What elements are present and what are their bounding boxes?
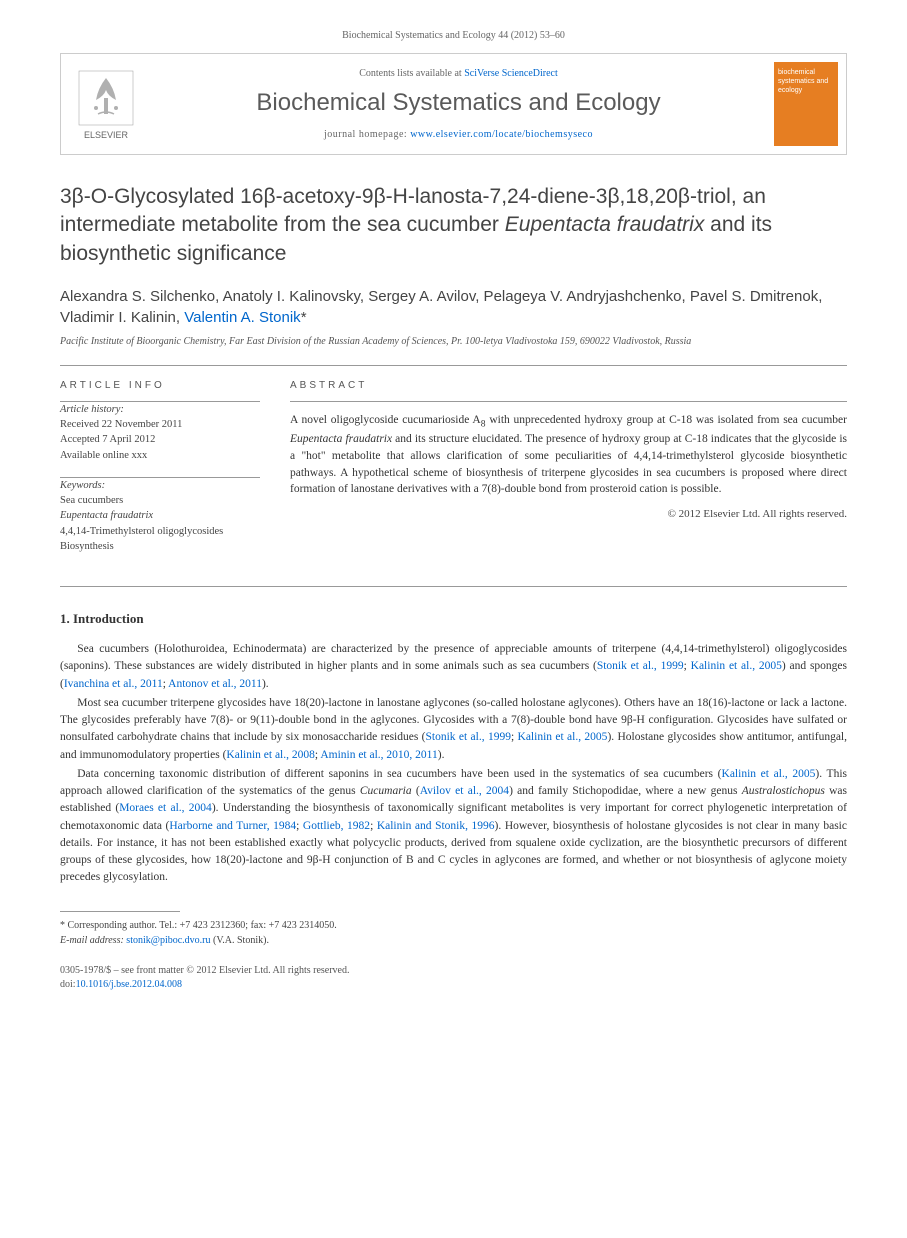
- front-matter-line: 0305-1978/$ – see front matter © 2012 El…: [60, 964, 847, 978]
- corr-author-line: * Corresponding author. Tel.: +7 423 231…: [60, 918, 847, 933]
- keywords-label: Keywords:: [60, 478, 260, 493]
- keyword-item: 4,4,14-Trimethylsterol oligoglycosides: [60, 524, 260, 539]
- email-label: E-mail address:: [60, 935, 124, 946]
- bottom-info: 0305-1978/$ – see front matter © 2012 El…: [60, 964, 847, 992]
- cover-thumbnail-area: biochemical systematics and ecology: [766, 54, 846, 154]
- sciencedirect-link[interactable]: SciVerse ScienceDirect: [464, 68, 558, 79]
- doi-prefix: doi:: [60, 979, 76, 990]
- article-info-column: ARTICLE INFO Article history: Received 2…: [60, 380, 260, 568]
- doi-link[interactable]: 10.1016/j.bse.2012.04.008: [76, 979, 182, 990]
- article-info-heading: ARTICLE INFO: [60, 380, 260, 391]
- journal-reference: Biochemical Systematics and Ecology 44 (…: [60, 30, 847, 41]
- contents-prefix: Contents lists available at: [359, 68, 464, 79]
- homepage-line: journal homepage: www.elsevier.com/locat…: [161, 129, 756, 140]
- abstract-heading: ABSTRACT: [290, 380, 847, 391]
- elsevier-logo-area: ELSEVIER: [61, 54, 151, 154]
- journal-header-box: ELSEVIER Contents lists available at Sci…: [60, 53, 847, 155]
- journal-cover-thumbnail[interactable]: biochemical systematics and ecology: [774, 62, 838, 146]
- keywords-block: Keywords: Sea cucumbers Eupentacta fraud…: [60, 478, 260, 554]
- doi-line: doi:10.1016/j.bse.2012.04.008: [60, 978, 847, 992]
- divider-abstract: [290, 401, 847, 402]
- intro-heading: 1. Introduction: [60, 611, 847, 627]
- corresponding-author-footnote: * Corresponding author. Tel.: +7 423 231…: [60, 918, 847, 948]
- abstract-text: A novel oligoglycoside cucumarioside A8 …: [290, 412, 847, 498]
- header-center: Contents lists available at SciVerse Sci…: [151, 54, 766, 154]
- elsevier-logo[interactable]: ELSEVIER: [76, 68, 136, 140]
- contents-available-line: Contents lists available at SciVerse Sci…: [161, 68, 756, 79]
- elsevier-tree-icon: [76, 68, 136, 128]
- article-history-block: Article history: Received 22 November 20…: [60, 402, 260, 463]
- journal-name: Biochemical Systematics and Ecology: [161, 89, 756, 117]
- email-suffix: (V.A. Stonik).: [213, 935, 269, 946]
- accepted-date: Accepted 7 April 2012: [60, 432, 260, 447]
- abstract-copyright: © 2012 Elsevier Ltd. All rights reserved…: [290, 508, 847, 520]
- elsevier-label: ELSEVIER: [76, 130, 136, 140]
- affiliation: Pacific Institute of Bioorganic Chemistr…: [60, 336, 847, 347]
- article-title: 3β-O-Glycosylated 16β-acetoxy-9β-H-lanos…: [60, 183, 847, 268]
- info-abstract-row: ARTICLE INFO Article history: Received 2…: [60, 366, 847, 586]
- homepage-link[interactable]: www.elsevier.com/locate/biochemsyseco: [410, 129, 593, 140]
- intro-para-2: Most sea cucumber triterpene glycosides …: [60, 695, 847, 764]
- homepage-prefix: journal homepage:: [324, 129, 410, 140]
- author-list: Alexandra S. Silchenko, Anatoly I. Kalin…: [60, 286, 847, 328]
- corr-email-link[interactable]: stonik@piboc.dvo.ru: [126, 935, 210, 946]
- keyword-item: Eupentacta fraudatrix: [60, 508, 260, 523]
- received-date: Received 22 November 2011: [60, 417, 260, 432]
- history-label: Article history:: [60, 402, 260, 417]
- divider-bottom: [60, 586, 847, 587]
- intro-para-1: Sea cucumbers (Holothuroidea, Echinoderm…: [60, 641, 847, 693]
- footnote-divider: [60, 911, 180, 912]
- keyword-item: Biosynthesis: [60, 539, 260, 554]
- intro-para-3: Data concerning taxonomic distribution o…: [60, 766, 847, 887]
- abstract-column: ABSTRACT A novel oligoglycoside cucumari…: [290, 380, 847, 568]
- keyword-item: Sea cucumbers: [60, 493, 260, 508]
- online-date: Available online xxx: [60, 448, 260, 463]
- corr-email-line: E-mail address: stonik@piboc.dvo.ru (V.A…: [60, 933, 847, 948]
